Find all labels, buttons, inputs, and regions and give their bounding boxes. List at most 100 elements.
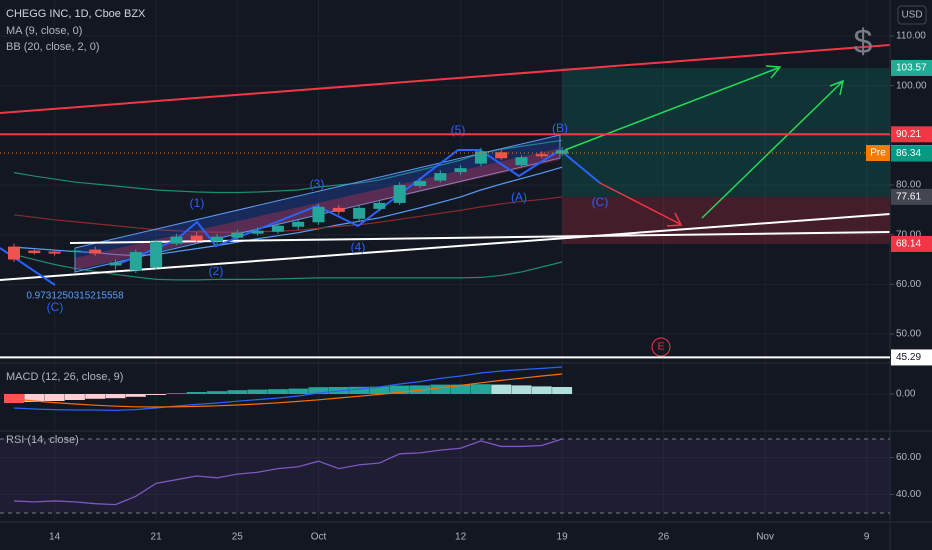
x-tick-label: Oct bbox=[311, 532, 327, 543]
candle-body bbox=[312, 206, 325, 223]
arrow-head bbox=[765, 65, 782, 79]
wave-label: (3) bbox=[310, 177, 325, 191]
indicator-line bbox=[13, 139, 563, 194]
x-tick-label: 19 bbox=[557, 532, 569, 543]
wave-label: (C) bbox=[47, 300, 64, 314]
price-marker-label: 103.57 bbox=[896, 63, 927, 74]
histogram-bar bbox=[389, 385, 410, 394]
pane-title: MACD (12, 26, close, 9) bbox=[6, 371, 123, 383]
histogram-bar bbox=[247, 389, 268, 394]
x-tick-label: 21 bbox=[151, 532, 163, 543]
histogram-bar bbox=[4, 394, 24, 403]
wave-label: (1) bbox=[190, 196, 205, 210]
price-marker-label: 90.21 bbox=[896, 129, 921, 140]
candle-body bbox=[150, 241, 163, 268]
candle-body bbox=[48, 251, 61, 254]
indicator-line bbox=[13, 166, 563, 257]
wave-label: (2) bbox=[209, 264, 224, 278]
y-tick-label: 110.00 bbox=[896, 31, 926, 42]
candle-body bbox=[434, 173, 447, 181]
histogram-bar bbox=[430, 384, 451, 394]
price-marker bbox=[891, 235, 932, 252]
candle-body bbox=[332, 207, 345, 212]
histogram-bar bbox=[349, 386, 370, 394]
wave bbox=[115, 148, 601, 266]
histogram-bar bbox=[450, 384, 471, 394]
price-marker bbox=[891, 59, 932, 76]
histogram-bar bbox=[125, 394, 146, 397]
candle-body bbox=[474, 151, 487, 164]
icon: $ bbox=[854, 23, 873, 61]
wave-label: (A) bbox=[511, 190, 527, 204]
histogram-bar bbox=[24, 394, 45, 402]
y-tick-label: 70.00 bbox=[896, 229, 921, 240]
x-tick-label: 25 bbox=[232, 532, 244, 543]
histogram-bar bbox=[308, 387, 329, 394]
event-marker bbox=[651, 337, 671, 357]
arrow-head bbox=[666, 212, 683, 227]
x-tick-label: 26 bbox=[658, 532, 670, 543]
histogram-bar bbox=[491, 384, 512, 394]
candle-body bbox=[170, 236, 183, 244]
candle-body bbox=[211, 236, 223, 242]
currency-box[interactable] bbox=[897, 5, 927, 25]
position-stop bbox=[562, 196, 890, 244]
pre-label: Pre bbox=[870, 148, 886, 159]
candle-body bbox=[535, 154, 548, 157]
x-tick-label: Nov bbox=[756, 532, 774, 543]
candle-body bbox=[515, 157, 528, 166]
histogram-bar bbox=[227, 390, 248, 394]
price-marker bbox=[891, 349, 932, 366]
candle-body bbox=[373, 202, 386, 209]
rsi-band bbox=[0, 439, 890, 513]
histogram-bar bbox=[470, 384, 491, 394]
candle-body bbox=[454, 168, 467, 173]
price-marker-label: 86.34 bbox=[896, 148, 921, 159]
candle-body bbox=[109, 262, 122, 266]
indicator-label: MA (9, close, 0) bbox=[6, 25, 82, 37]
price-marker bbox=[891, 126, 932, 143]
candle-body bbox=[8, 246, 20, 260]
y-tick-label: 60.00 bbox=[896, 452, 921, 463]
candle-body bbox=[251, 230, 264, 234]
histogram-bar bbox=[531, 386, 552, 394]
arrow-head bbox=[829, 79, 845, 96]
candle-body bbox=[68, 250, 81, 253]
arrow bbox=[701, 81, 843, 219]
x-tick-label: 14 bbox=[49, 532, 61, 543]
y-tick-label: 100.00 bbox=[896, 80, 927, 91]
candle-body bbox=[89, 249, 102, 254]
wave-label: E bbox=[658, 342, 665, 353]
price-marker bbox=[891, 188, 932, 205]
arrow bbox=[599, 182, 681, 225]
candle-body bbox=[393, 185, 406, 203]
wave-label: (B) bbox=[552, 121, 568, 135]
candle-body bbox=[353, 207, 366, 219]
histogram-bar bbox=[64, 394, 85, 400]
currency[interactable]: USD bbox=[901, 10, 922, 21]
histogram-bar bbox=[166, 393, 187, 394]
histogram-bar bbox=[511, 385, 532, 394]
histogram-bar bbox=[207, 391, 227, 394]
trend-line bbox=[69, 231, 891, 244]
histogram-bar bbox=[105, 394, 126, 399]
histogram-bar bbox=[44, 394, 65, 401]
histogram-bar bbox=[552, 387, 573, 394]
y-tick-label: 0.00 bbox=[896, 389, 916, 400]
x-tick-label: 9 bbox=[864, 532, 870, 543]
y-tick-label: 50.00 bbox=[896, 329, 921, 340]
candle-body bbox=[556, 150, 569, 154]
price-marker-label: 68.14 bbox=[896, 239, 921, 250]
pane-title: RSI (14, close) bbox=[6, 434, 79, 446]
candle-body bbox=[231, 232, 244, 238]
candle-body bbox=[129, 252, 142, 271]
histogram-bar bbox=[288, 388, 309, 394]
price-marker-label: 77.61 bbox=[896, 192, 921, 203]
candle-body bbox=[292, 221, 305, 227]
arrow bbox=[564, 67, 779, 151]
y-tick-label: 80.00 bbox=[896, 180, 921, 191]
y-tick-label: 60.00 bbox=[896, 279, 921, 290]
